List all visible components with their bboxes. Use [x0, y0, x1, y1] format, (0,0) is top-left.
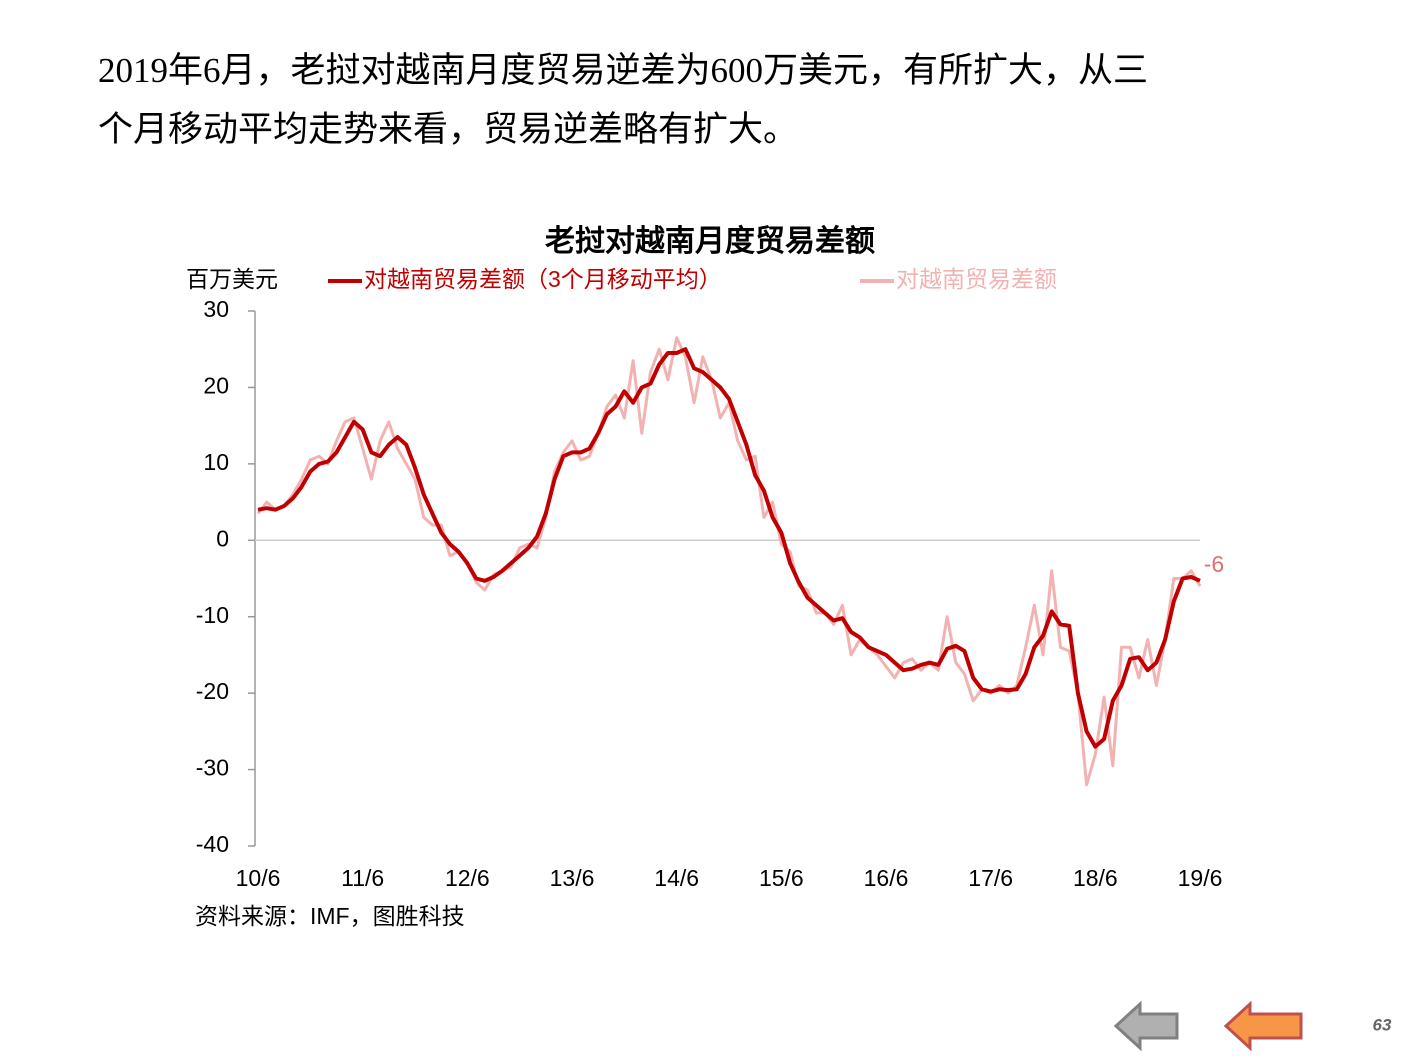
- y-tick-label: 0: [216, 525, 229, 551]
- x-tick-label: 11/6: [341, 865, 384, 891]
- y-tick-label: -30: [196, 755, 229, 781]
- y-tick-label: -20: [196, 678, 229, 704]
- y-tick-label: 20: [203, 373, 229, 399]
- prev-arrow[interactable]: [1223, 1000, 1303, 1052]
- x-tick-label: 19/6: [1178, 865, 1223, 891]
- series-line: [256, 336, 1202, 787]
- x-tick-label: 12/6: [445, 865, 490, 891]
- y-tick-label: 30: [203, 296, 229, 322]
- legend-label: 对越南贸易差额: [896, 266, 1057, 292]
- x-tick-label: 17/6: [968, 865, 1013, 891]
- legend-label: 对越南贸易差额（3个月移动平均）: [364, 266, 722, 292]
- source: 资料来源：IMF，图胜科技: [195, 903, 465, 929]
- y-tick-label: 10: [203, 449, 229, 475]
- nav-back[interactable]: [1113, 1000, 1179, 1052]
- x-tick-label: 14/6: [654, 865, 699, 891]
- data-label: -6: [1204, 551, 1224, 577]
- x-tick-label: 16/6: [864, 865, 909, 891]
- header-line: 个月移动平均走势来看，贸易逆差略有扩大。: [98, 110, 798, 149]
- chart-title: 老挝对越南月度贸易差额: [545, 225, 875, 258]
- series-line: [257, 347, 1201, 749]
- x-tick-label: 13/6: [550, 865, 595, 891]
- x-tick-label: 18/6: [1073, 865, 1118, 891]
- y-tick-label: -40: [196, 831, 229, 857]
- x-tick-label: 10/6: [236, 865, 281, 891]
- header-line: 2019年6月，老挝对越南月度贸易逆差为600万美元，有所扩大，从三: [98, 51, 1148, 90]
- nav-prev[interactable]: [1223, 1000, 1303, 1052]
- page-number: 63: [1373, 1015, 1392, 1034]
- x-tick-label: 15/6: [759, 865, 804, 891]
- y-tick-label: -10: [196, 602, 229, 628]
- back-arrow[interactable]: [1113, 1000, 1179, 1052]
- y-axis-label: 百万美元: [186, 266, 278, 292]
